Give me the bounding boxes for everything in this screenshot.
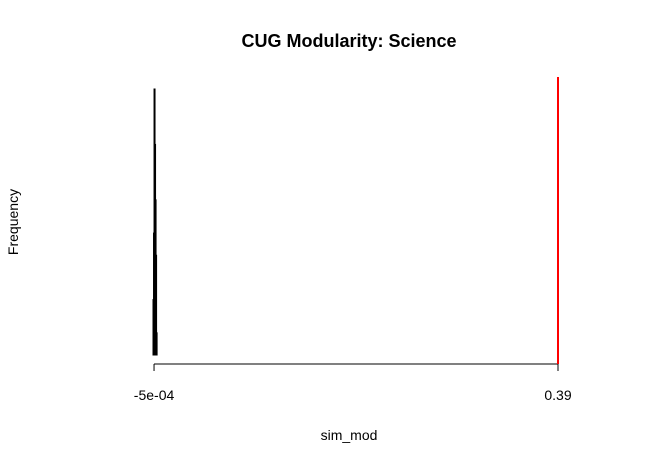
y-axis-label: Frequency (5, 189, 21, 255)
histogram-bars (152, 88, 158, 356)
chart-title: CUG Modularity: Science (241, 31, 456, 51)
x-axis-label: sim_mod (321, 427, 378, 443)
x-tick-label: 0.39 (544, 387, 571, 403)
histogram-bar (155, 332, 158, 356)
x-tick-label: -5e-04 (134, 387, 175, 403)
x-axis-ticks: -5e-04 0.39 (134, 364, 572, 403)
